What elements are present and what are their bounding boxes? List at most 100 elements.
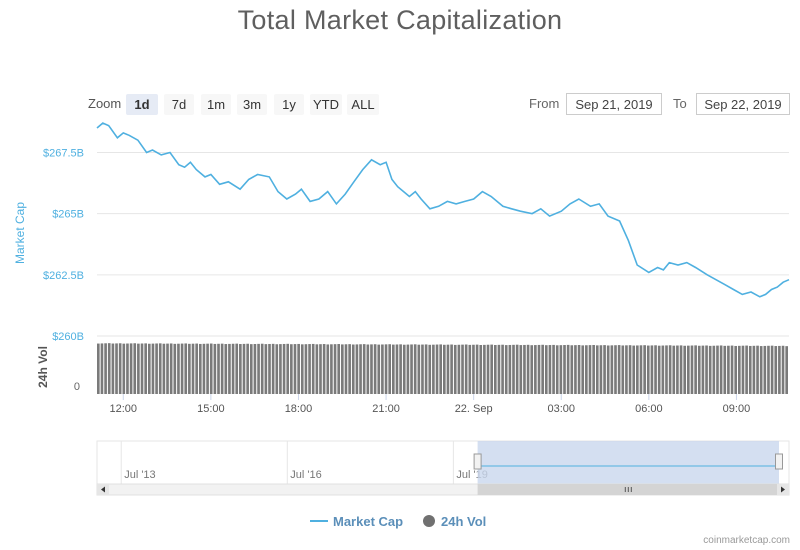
volume-bar bbox=[548, 345, 552, 394]
navigator-scrollbar[interactable] bbox=[96, 483, 790, 496]
volume-bar bbox=[308, 344, 311, 394]
legend-label-volume: 24h Vol bbox=[441, 513, 487, 529]
volume-bar bbox=[752, 345, 756, 394]
volume-bar bbox=[97, 343, 100, 394]
legend-item-market-cap[interactable]: Market Cap bbox=[310, 511, 403, 531]
zoom-all-button[interactable]: ALL bbox=[347, 94, 379, 115]
legend-label-market-cap: Market Cap bbox=[333, 513, 404, 529]
volume-bar bbox=[483, 344, 486, 394]
volume-bar bbox=[435, 344, 439, 394]
volume-bar bbox=[577, 345, 581, 394]
volume-bar bbox=[512, 344, 515, 394]
volume-bar bbox=[384, 344, 388, 394]
zoom-7d-button[interactable]: 7d bbox=[164, 94, 194, 115]
range-to-input[interactable]: Sep 22, 2019 bbox=[696, 93, 790, 115]
volume-bar bbox=[570, 345, 574, 394]
volume-bar bbox=[595, 345, 599, 394]
volume-bar bbox=[209, 343, 213, 394]
volume-bar bbox=[475, 344, 479, 394]
volume-bar bbox=[486, 344, 490, 394]
volume-bar bbox=[526, 344, 530, 394]
volume-bar bbox=[537, 344, 541, 394]
volume-bar bbox=[625, 345, 628, 394]
chart-legend: Market Cap 24h Vol bbox=[0, 511, 800, 531]
volume-bar bbox=[402, 344, 406, 394]
volume-bar bbox=[249, 344, 253, 394]
volume-bar bbox=[585, 345, 588, 394]
zoom-1d-button[interactable]: 1d bbox=[126, 94, 158, 115]
zoom-3m-button[interactable]: 3m bbox=[237, 94, 267, 115]
volume-bar bbox=[697, 345, 701, 394]
navigator-selection[interactable] bbox=[477, 441, 779, 484]
volume-bar bbox=[155, 343, 158, 394]
credit-link[interactable]: coinmarketcap.com bbox=[703, 535, 790, 546]
volume-bar bbox=[523, 344, 526, 394]
x-tick-label: 15:00 bbox=[197, 403, 225, 415]
x-axis-labels: 12:00 15:00 18:00 21:00 22. Sep 03:00 06:00 09:… bbox=[110, 394, 750, 415]
volume-bar bbox=[220, 343, 224, 394]
navigator-grid bbox=[120, 441, 454, 484]
volume-axis-zero-label: 0 bbox=[74, 381, 80, 393]
volume-bar bbox=[133, 343, 137, 394]
x-tick-label: 18:00 bbox=[285, 403, 313, 415]
volume-bar bbox=[665, 345, 668, 394]
volume-bar bbox=[541, 344, 544, 394]
volume-bar bbox=[603, 345, 606, 394]
zoom-1y-button[interactable]: 1y bbox=[274, 94, 304, 115]
legend-item-volume[interactable]: 24h Vol bbox=[423, 511, 486, 531]
volume-bar bbox=[206, 343, 209, 394]
volume-bar bbox=[344, 344, 348, 394]
y-tick-label: $262.5B bbox=[43, 270, 84, 282]
volume-bar bbox=[315, 344, 319, 394]
volume-bar bbox=[781, 345, 785, 394]
volume-bar bbox=[763, 345, 767, 394]
x-tick-label: 22. Sep bbox=[455, 403, 493, 415]
zoom-1m-button[interactable]: 1m bbox=[201, 94, 231, 115]
zoom-ytd-button[interactable]: YTD bbox=[310, 94, 342, 115]
volume-bar bbox=[392, 344, 395, 394]
volume-bar bbox=[683, 345, 687, 394]
volume-bar bbox=[147, 343, 151, 394]
volume-bar bbox=[162, 343, 166, 394]
navigator[interactable]: Jul '13 Jul '16 Jul '19 bbox=[96, 440, 790, 485]
volume-bar bbox=[268, 343, 271, 394]
volume-bar bbox=[198, 343, 202, 394]
volume-bar bbox=[606, 345, 610, 394]
volume-bar bbox=[370, 344, 373, 394]
volume-bar bbox=[555, 345, 559, 394]
range-from-input[interactable]: Sep 21, 2019 bbox=[566, 93, 662, 115]
volume-bar bbox=[534, 345, 537, 394]
volume-bar bbox=[428, 344, 432, 394]
navigator-right-handle[interactable] bbox=[775, 453, 783, 470]
volume-bar bbox=[464, 344, 468, 394]
volume-bars bbox=[97, 343, 788, 394]
volume-bar bbox=[497, 344, 501, 394]
volume-bar bbox=[355, 344, 359, 394]
volume-bar bbox=[759, 346, 763, 394]
price-series bbox=[96, 122, 790, 298]
grid-lines bbox=[97, 151, 789, 337]
volume-bar bbox=[559, 345, 563, 394]
volume-bar bbox=[191, 343, 195, 394]
market-cap-line bbox=[96, 122, 790, 298]
volume-bar bbox=[188, 343, 191, 394]
volume-bar bbox=[708, 345, 712, 394]
navigator-left-handle[interactable] bbox=[473, 453, 482, 470]
volume-bar bbox=[628, 345, 632, 394]
volume-bar bbox=[341, 344, 344, 394]
volume-bar bbox=[610, 345, 614, 394]
volume-bar bbox=[432, 344, 435, 394]
range-to-label: To bbox=[673, 96, 687, 111]
volume-bar bbox=[679, 345, 683, 394]
volume-bar bbox=[177, 343, 180, 394]
volume-bar bbox=[137, 343, 140, 394]
volume-bar bbox=[468, 344, 472, 394]
volume-bar bbox=[297, 343, 300, 394]
volume-bar bbox=[712, 345, 716, 394]
scrollbar-grip-icon bbox=[624, 487, 632, 492]
x-tick-label: 06:00 bbox=[635, 403, 663, 415]
volume-bar bbox=[395, 344, 399, 394]
volume-bar bbox=[293, 344, 297, 394]
volume-bar bbox=[621, 345, 625, 394]
